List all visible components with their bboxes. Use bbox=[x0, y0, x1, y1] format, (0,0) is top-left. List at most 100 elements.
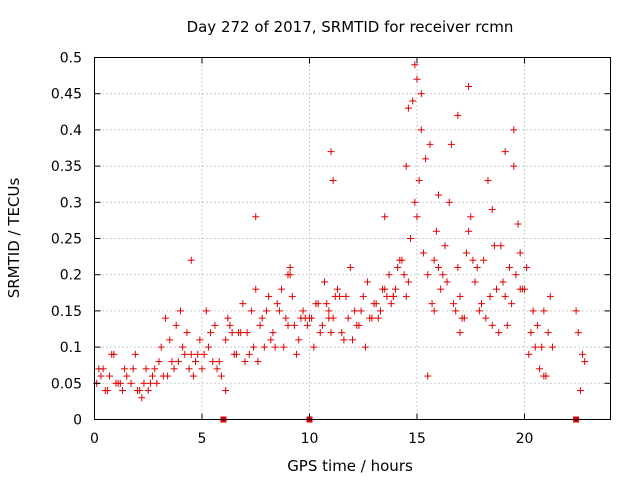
data-point bbox=[430, 256, 438, 264]
data-point bbox=[267, 336, 275, 344]
data-point bbox=[226, 321, 234, 329]
data-point bbox=[385, 271, 393, 279]
data-point bbox=[325, 314, 333, 322]
y-axis-label: SRMTID / TECUs bbox=[5, 178, 23, 299]
data-point bbox=[488, 321, 496, 329]
data-point bbox=[265, 292, 273, 300]
data-point bbox=[245, 350, 253, 358]
data-point bbox=[239, 300, 247, 308]
data-point bbox=[213, 365, 221, 373]
data-point bbox=[116, 379, 124, 387]
data-point bbox=[275, 307, 283, 315]
data-point bbox=[140, 379, 148, 387]
data-point bbox=[540, 307, 548, 315]
data-point bbox=[153, 379, 161, 387]
data-point bbox=[108, 350, 116, 358]
data-point bbox=[387, 300, 395, 308]
data-point bbox=[243, 329, 251, 337]
data-point bbox=[340, 336, 348, 344]
y-tick-label: 0.2 bbox=[60, 268, 82, 284]
y-axis-ticks: 0 0.05 0.1 0.15 0.2 0.25 0.3 0.35 0.4 0.45 0.5 bbox=[51, 51, 611, 429]
data-point bbox=[473, 263, 481, 271]
data-point bbox=[417, 90, 425, 98]
data-point bbox=[200, 350, 208, 358]
data-point bbox=[404, 278, 412, 286]
data-point bbox=[546, 292, 554, 300]
data-point bbox=[155, 358, 163, 366]
data-point bbox=[99, 365, 107, 373]
data-point bbox=[411, 198, 419, 206]
data-point bbox=[435, 263, 442, 271]
data-point bbox=[232, 350, 240, 358]
y-tick-label: 0.05 bbox=[51, 376, 82, 392]
y-tick-label: 0.3 bbox=[60, 195, 82, 211]
data-point bbox=[501, 148, 509, 156]
data-point bbox=[510, 162, 518, 170]
data-point bbox=[510, 126, 518, 134]
data-point bbox=[381, 213, 389, 221]
data-point bbox=[422, 155, 430, 163]
data-point bbox=[501, 292, 509, 300]
data-point bbox=[310, 343, 318, 351]
data-point bbox=[106, 372, 114, 380]
data-point bbox=[374, 314, 382, 322]
data-point bbox=[484, 177, 492, 185]
data-point bbox=[478, 300, 485, 308]
data-point bbox=[161, 314, 169, 322]
data-point bbox=[284, 321, 292, 329]
data-point bbox=[237, 329, 245, 337]
data-point bbox=[260, 343, 268, 351]
x-axis-ticks: 0 5 10 15 20 bbox=[90, 57, 533, 447]
y-tick-label: 0.35 bbox=[51, 159, 82, 175]
data-point bbox=[396, 256, 404, 264]
data-point bbox=[495, 329, 503, 337]
data-point bbox=[174, 358, 182, 366]
data-point bbox=[523, 263, 531, 271]
data-point bbox=[538, 343, 546, 351]
data-point bbox=[432, 227, 440, 235]
data-point bbox=[499, 278, 507, 286]
data-point bbox=[413, 75, 421, 83]
y-tick-label: 0.5 bbox=[60, 51, 82, 67]
data-point bbox=[159, 372, 167, 380]
data-point bbox=[269, 329, 277, 337]
data-point bbox=[353, 321, 361, 329]
data-point bbox=[576, 387, 584, 395]
data-point bbox=[441, 242, 449, 250]
data-point bbox=[144, 387, 152, 395]
data-point bbox=[252, 285, 260, 293]
data-point bbox=[439, 271, 447, 279]
data-point bbox=[187, 350, 195, 358]
data-point bbox=[475, 307, 483, 315]
data-point bbox=[325, 307, 333, 315]
data-point bbox=[366, 314, 374, 322]
data-point bbox=[254, 358, 262, 366]
data-point bbox=[529, 307, 537, 315]
data-point bbox=[443, 278, 451, 286]
data-point bbox=[297, 314, 305, 322]
data-point bbox=[209, 358, 217, 366]
data-point bbox=[415, 177, 423, 185]
data-point bbox=[168, 358, 176, 366]
data-point bbox=[286, 263, 294, 271]
data-point bbox=[142, 365, 150, 373]
data-point bbox=[121, 365, 129, 373]
data-point bbox=[456, 292, 464, 300]
data-point bbox=[329, 177, 337, 185]
data-point bbox=[321, 278, 329, 286]
data-point bbox=[454, 263, 462, 271]
data-point bbox=[290, 321, 298, 329]
data-point bbox=[192, 358, 200, 366]
y-tick-label: 0.4 bbox=[60, 123, 82, 139]
data-point bbox=[544, 329, 552, 337]
data-point bbox=[129, 365, 137, 373]
data-point bbox=[263, 307, 270, 315]
data-point bbox=[314, 300, 322, 308]
data-point bbox=[514, 220, 522, 228]
data-point bbox=[424, 372, 432, 380]
data-point bbox=[157, 343, 165, 351]
data-point bbox=[149, 372, 157, 380]
data-point bbox=[456, 329, 464, 337]
data-point bbox=[146, 379, 154, 387]
